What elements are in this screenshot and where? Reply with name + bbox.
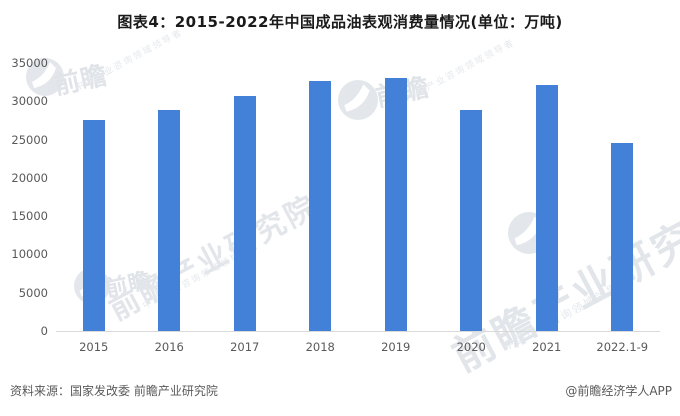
bar-2021 [535,85,558,331]
bar-slot-2018 [283,63,359,331]
y-tick-label-35000: 35000 [11,56,48,70]
bar-slot-2015 [56,63,132,331]
x-tick-label-2022.1-9: 2022.1-9 [596,340,649,354]
y-tick-label-15000: 15000 [11,209,48,224]
footer: 资料来源：国家发改委 前瞻产业研究院 @前瞻经济学人APP [0,382,680,399]
bar-2016 [158,109,181,331]
bar-2019 [384,77,407,331]
y-tick-label-25000: 25000 [11,132,48,147]
y-tick-label-10000: 10000 [11,247,48,262]
y-tick-label-20000: 20000 [11,170,48,185]
source-note: 资料来源：国家发改委 前瞻产业研究院 [10,384,218,398]
bar-slot-2022.1-9 [585,63,661,331]
bar-slot-2021 [509,63,585,331]
bar-slot-2019 [358,63,434,331]
x-tick-label-2017: 2017 [230,340,260,354]
x-tick-label-2019: 2019 [381,340,411,354]
bar-slot-2020 [434,63,510,331]
x-tick-label-2021: 2021 [532,340,562,354]
bar-slot-2016 [132,63,208,331]
x-axis: 2015 2016 2017 2018 2019 2020 2021 2022.1-9 [56,340,660,354]
x-tick-label-2020: 2020 [456,340,486,354]
bar-2022.1-9 [611,142,634,331]
y-tick-label-30000: 30000 [11,94,48,109]
x-tick-label-2015: 2015 [79,340,109,354]
bar-slot-2017 [207,63,283,331]
page-title: 图表4：2015-2022年中国成品油表观消费量情况(单位：万吨) [117,13,563,31]
brand-note: @前瞻经济学人APP [565,384,672,398]
bar-2020 [460,109,483,331]
y-tick-label-0: 0 [40,324,48,338]
y-axis: 0 5000 10000 15000 20000 25000 30000 35000 [0,56,48,338]
x-tick-label-2018: 2018 [305,340,335,354]
x-tick-label-2016: 2016 [154,340,184,354]
y-tick-label-5000: 5000 [18,285,48,300]
bar-2015 [82,119,105,331]
bar-2017 [233,96,256,331]
bar-2018 [309,81,332,331]
plot-area [56,63,660,332]
